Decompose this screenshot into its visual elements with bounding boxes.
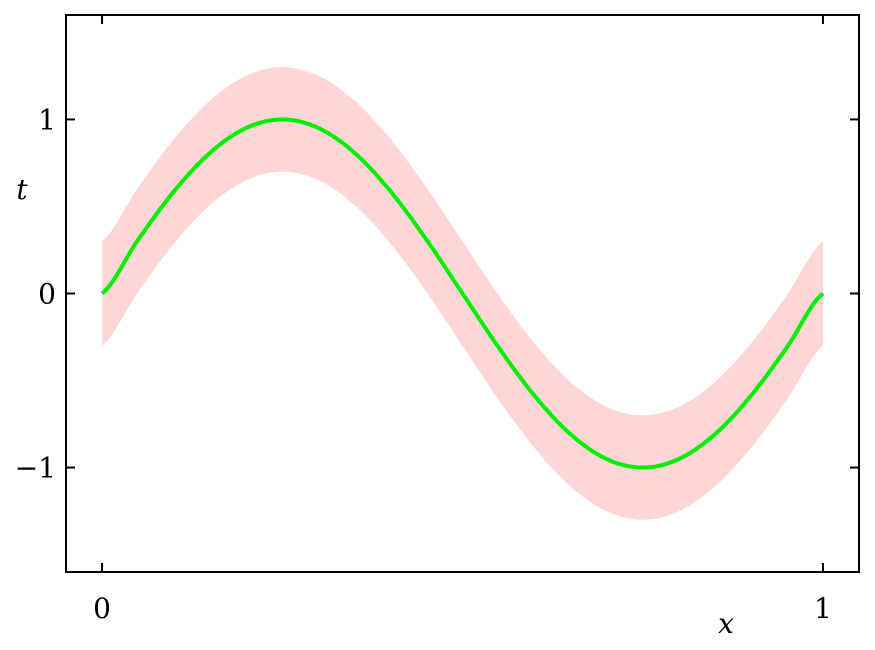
mean-curve-layer	[100, 117, 825, 470]
y-axis-label: t	[16, 173, 28, 206]
y-tick-label: 1	[38, 103, 56, 136]
x-axis-label: x	[718, 607, 734, 640]
x-tick-label: 0	[93, 592, 111, 625]
mean-curve	[100, 117, 825, 470]
tick-labels: 0 1 1 0 −1	[15, 103, 832, 625]
y-tick-label: −1	[15, 452, 56, 485]
y-tick-label: 0	[38, 278, 56, 311]
tick-marks	[66, 15, 859, 572]
x-tick-label: 1	[814, 592, 832, 625]
